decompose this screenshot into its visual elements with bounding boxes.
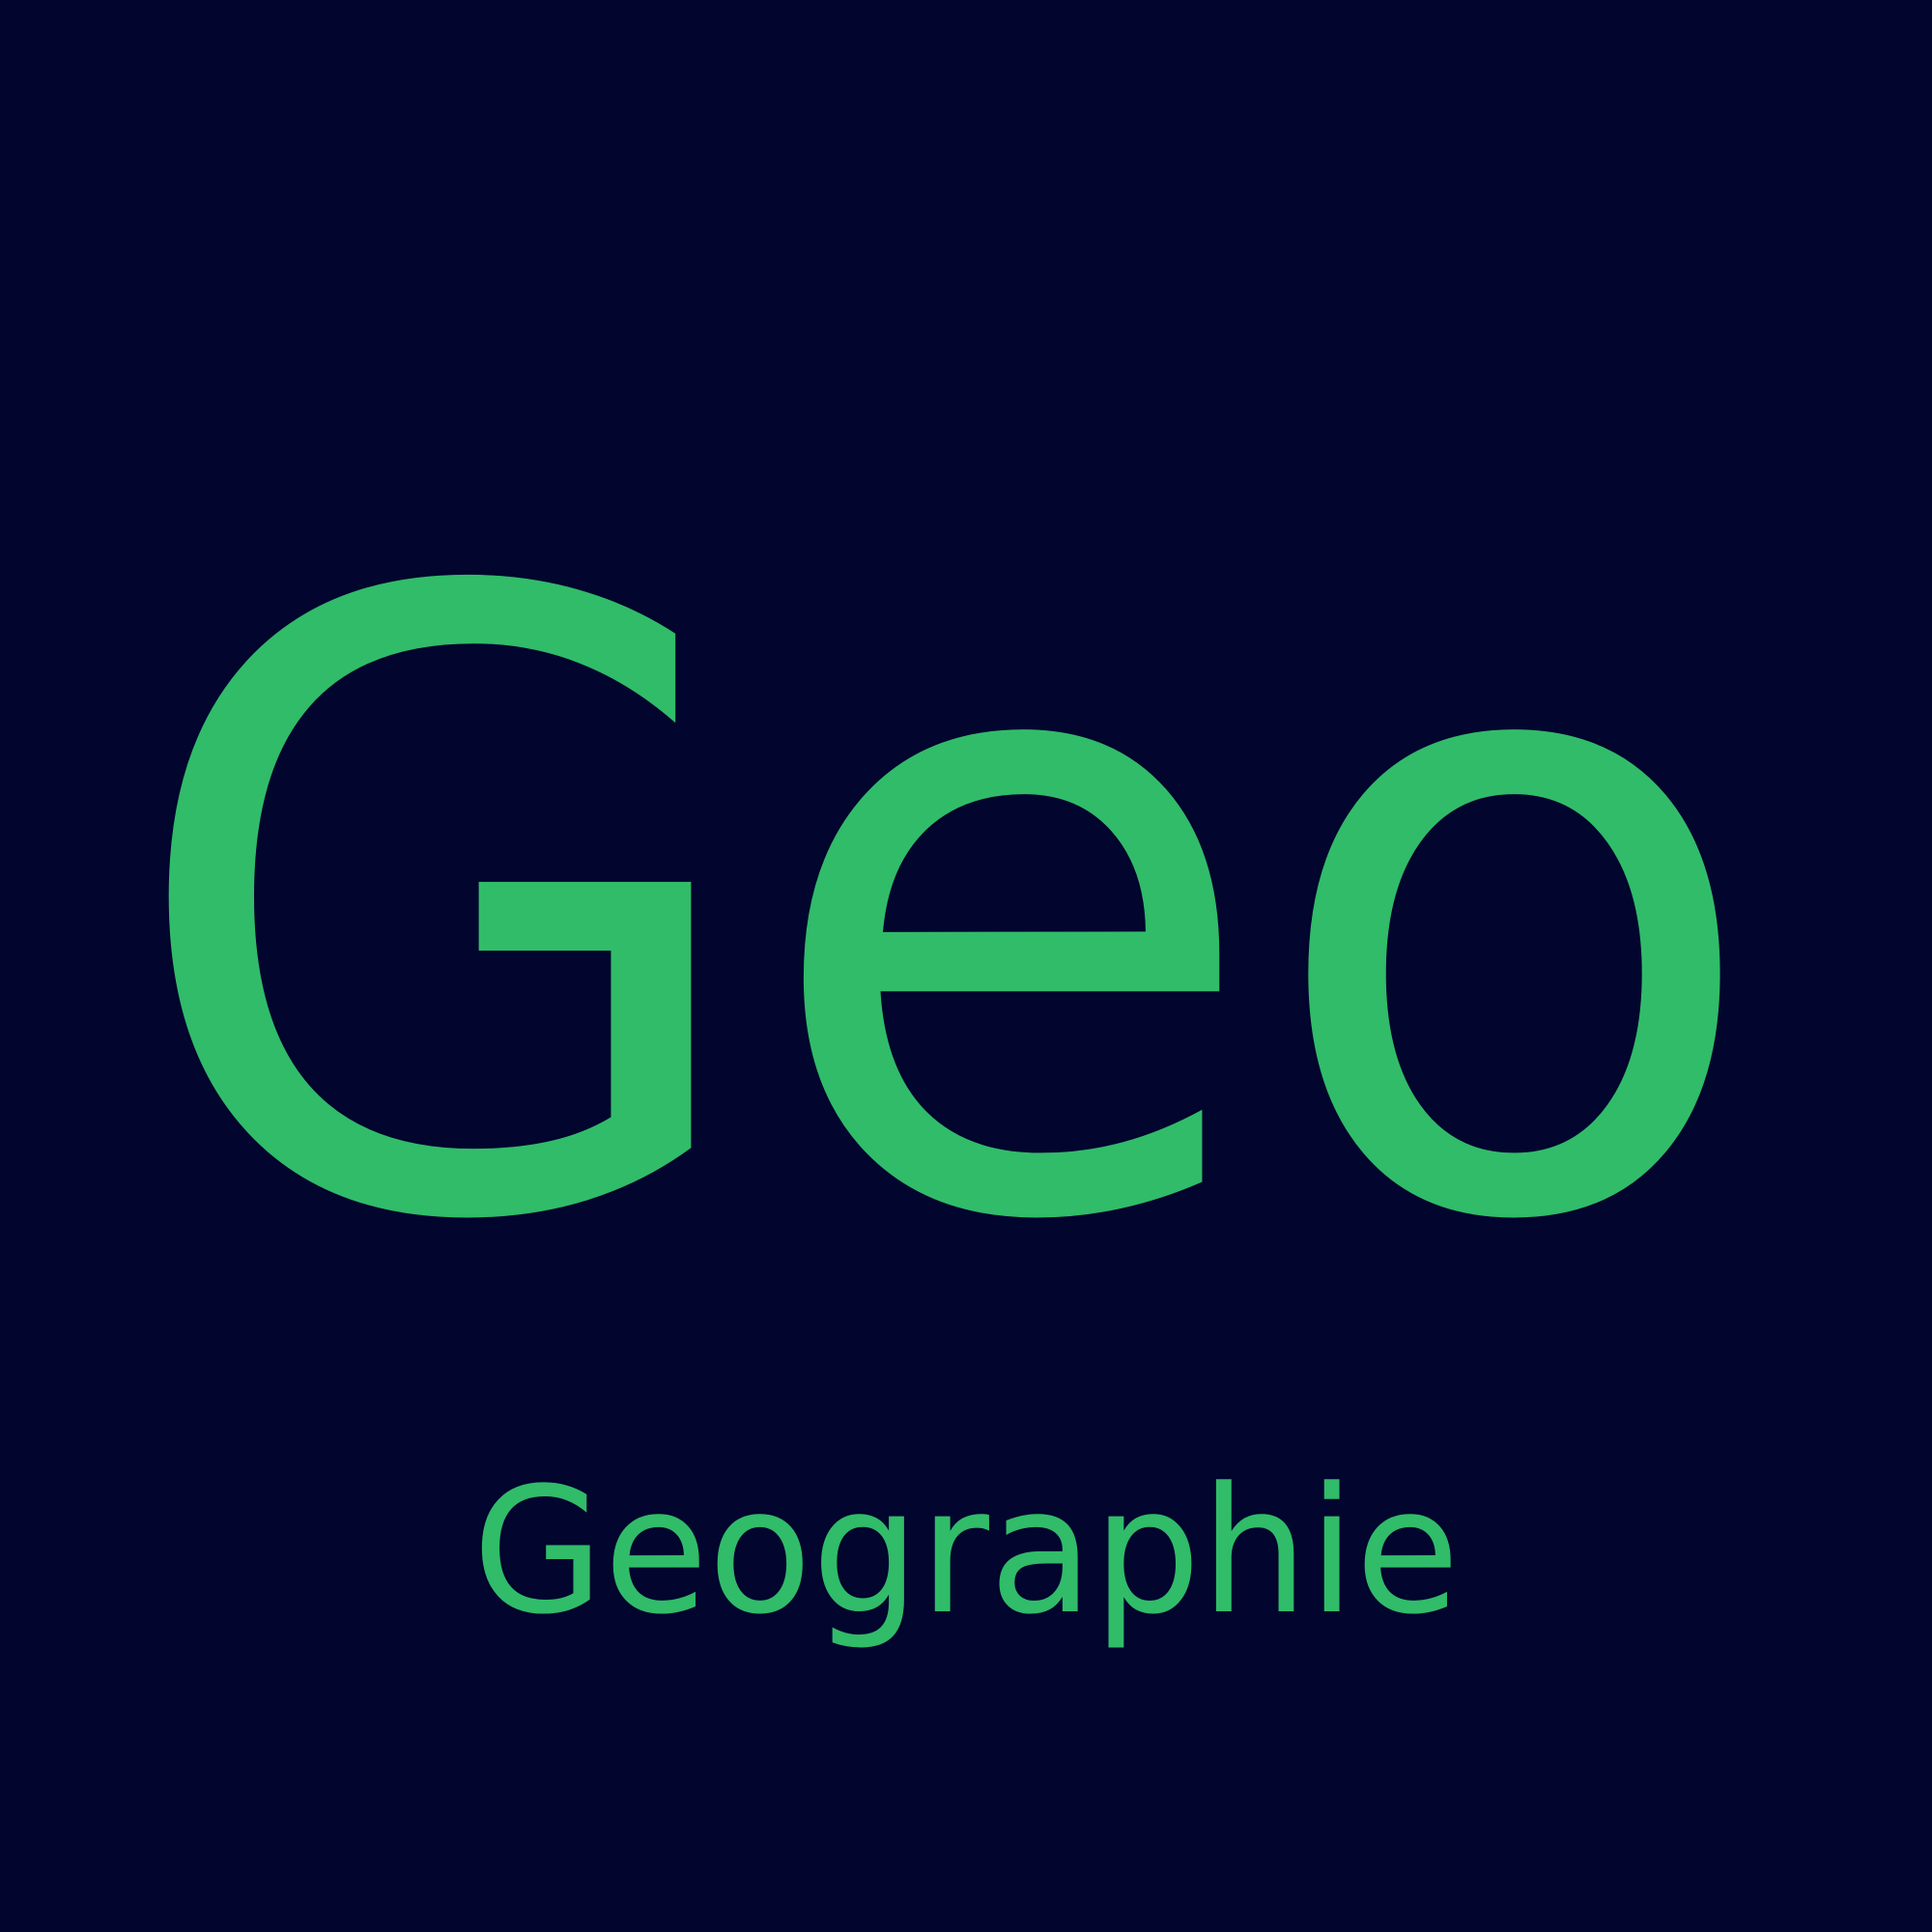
logo-title: Geo bbox=[123, 416, 1765, 1406]
logo-subtitle: Geographie bbox=[472, 1451, 1460, 1653]
